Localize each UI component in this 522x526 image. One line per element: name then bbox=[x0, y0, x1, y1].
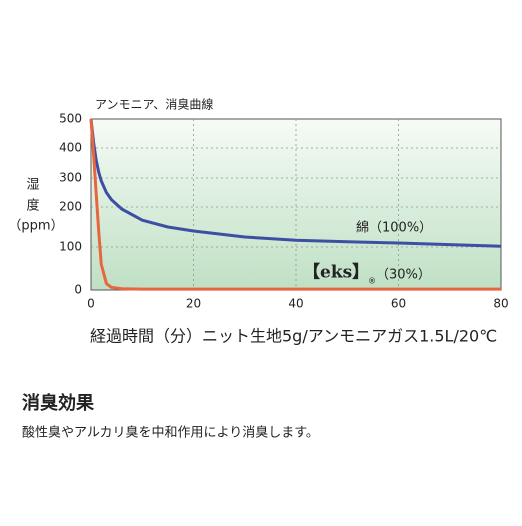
x-tick-label: 40 bbox=[288, 297, 303, 311]
series-mark: ® bbox=[368, 277, 376, 286]
section-heading: 消臭効果 bbox=[22, 392, 95, 414]
series-line bbox=[89, 118, 502, 248]
y-label: 度 bbox=[26, 198, 39, 214]
series-label: （30%） bbox=[376, 268, 431, 283]
x-tick-label: 80 bbox=[493, 297, 508, 311]
y-tick-label: 100 bbox=[59, 240, 82, 254]
x-tick-label: 60 bbox=[391, 297, 406, 311]
series-brand: 【eks】 bbox=[303, 262, 369, 283]
x-tick-label: 20 bbox=[186, 297, 201, 311]
x-tick-label: 0 bbox=[87, 297, 95, 311]
y-label: 湿 bbox=[26, 178, 39, 193]
series-line bbox=[89, 118, 501, 291]
chart-title: アンモニア、消臭曲線 bbox=[95, 97, 213, 112]
section-body: 酸性臭やアルカリ臭を中和作用により消臭します。 bbox=[22, 426, 319, 441]
y-tick-label: 400 bbox=[59, 141, 82, 155]
y-tick-label: 300 bbox=[59, 171, 82, 185]
series-label: 綿（100%） bbox=[356, 221, 432, 236]
y-tick-label: 500 bbox=[59, 112, 82, 126]
y-label: （ppm） bbox=[8, 219, 63, 234]
y-tick-label: 0 bbox=[74, 283, 82, 297]
y-tick-label: 200 bbox=[59, 200, 82, 214]
x-label: 経過時間（分）ニット生地5g/アンモニアガス1.5L/20℃ bbox=[90, 327, 497, 346]
